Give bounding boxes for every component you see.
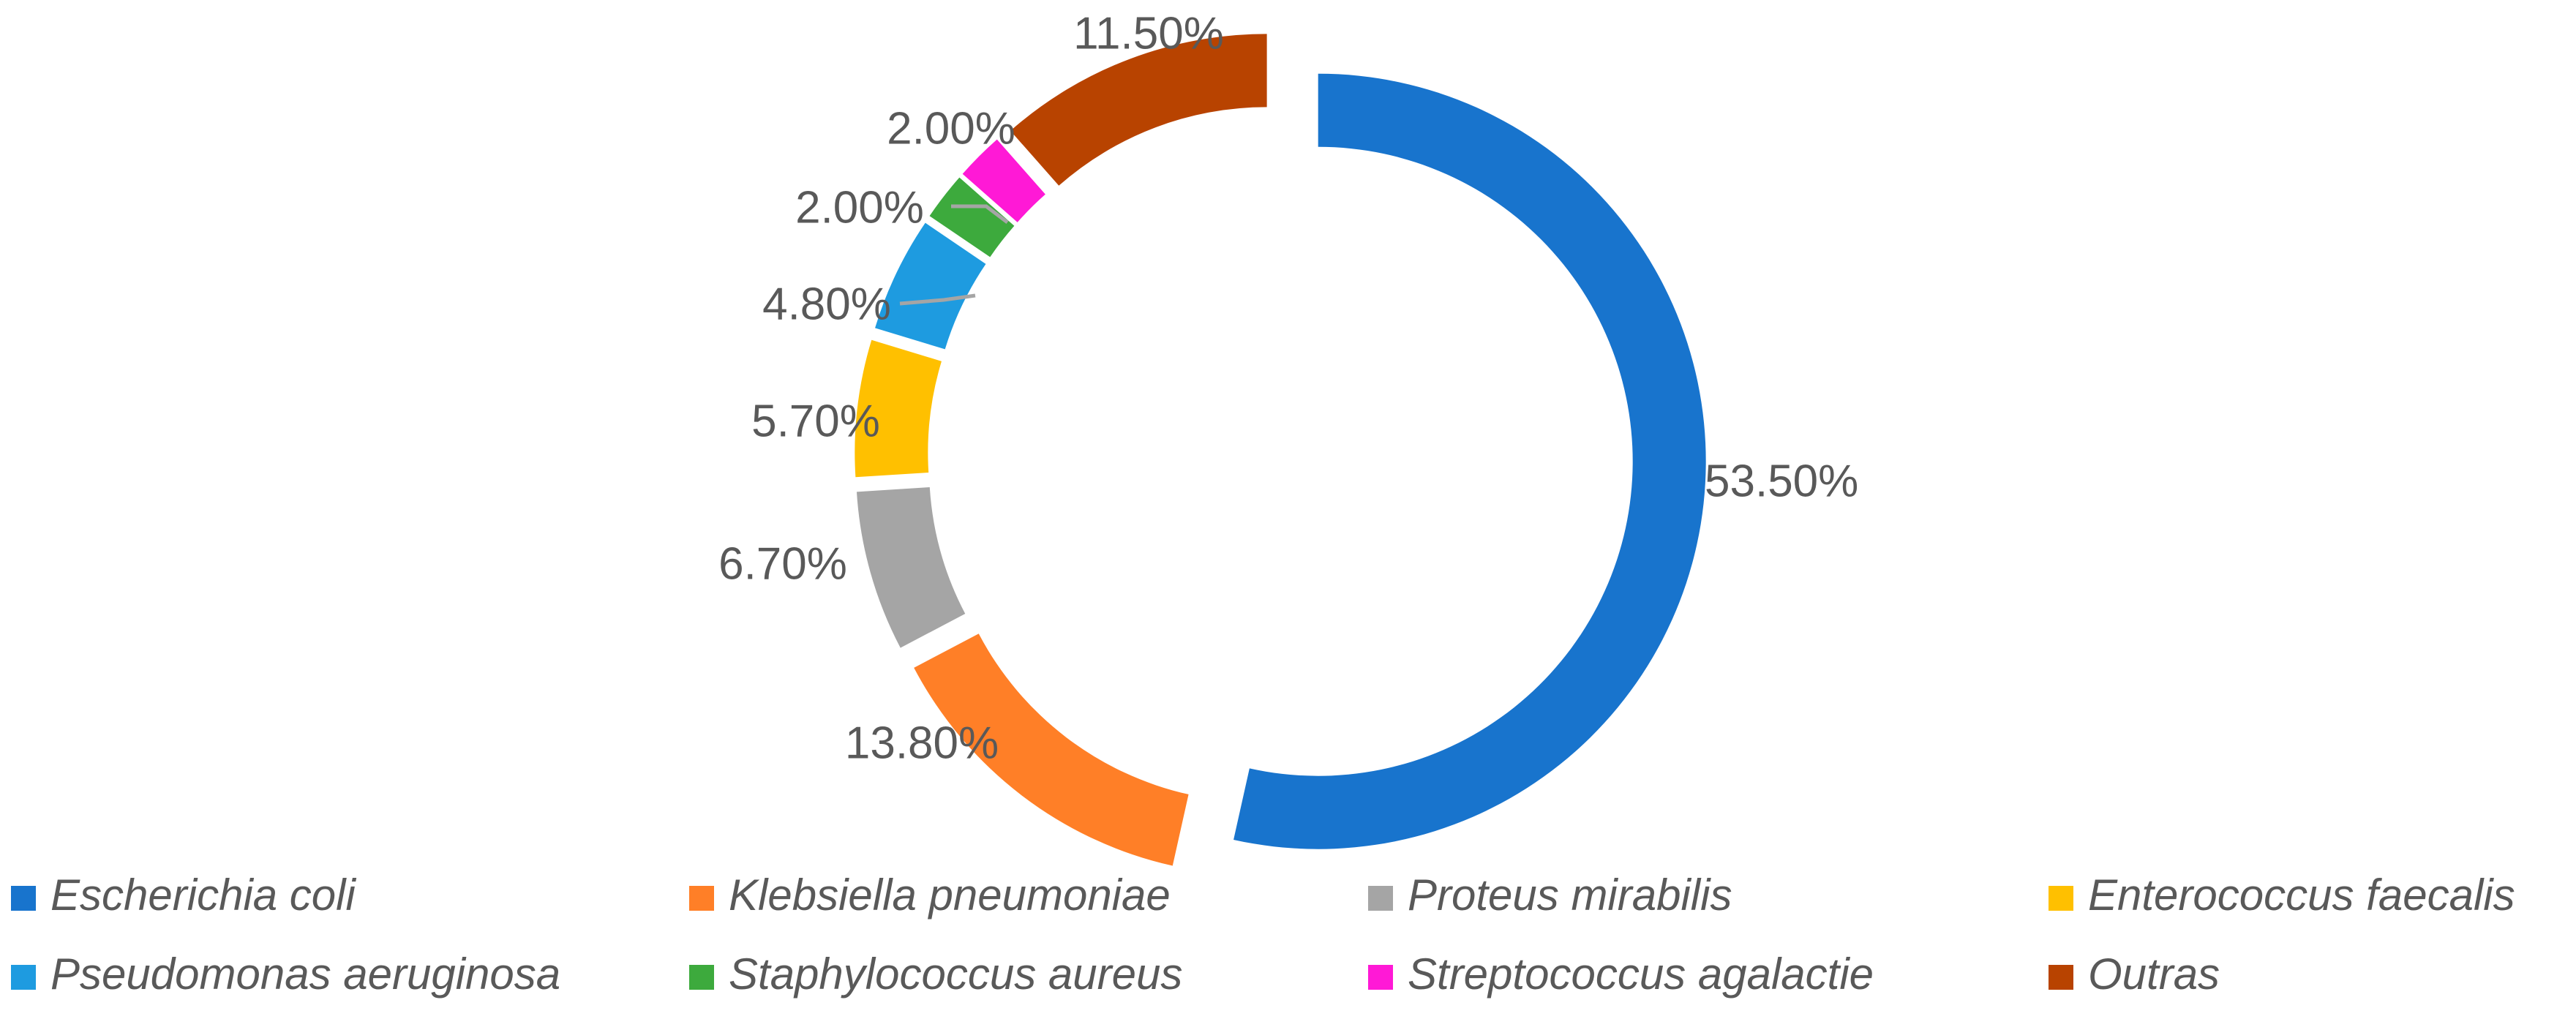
legend-label-klebsiella-pneumoniae: Klebsiella pneumoniae <box>729 871 1171 920</box>
slice-enterococcus-faecalis <box>855 339 942 478</box>
legend-item-staphylococcus-aureus: Staphylococcus aureus <box>689 950 1182 999</box>
data-label-pseudomonas-aeruginosa: 4.80% <box>762 279 891 329</box>
legend-swatch-staphylococcus-aureus <box>689 965 714 990</box>
data-labels-group: 53.50% 13.80% 6.70% 5.70% 4.80% 2.00% 2.00% 11.… <box>718 8 1858 768</box>
legend-label-staphylococcus-aureus: Staphylococcus aureus <box>729 950 1182 999</box>
slices-group <box>855 34 1706 866</box>
slice-escherichia-coli <box>1233 73 1706 849</box>
legend-label-escherichia-coli: Escherichia coli <box>50 871 357 920</box>
slice-outras <box>1010 34 1267 186</box>
data-label-streptococcus-agalactie: 2.00% <box>887 103 1015 154</box>
leader-lines-group <box>893 204 1009 564</box>
slice-streptococcus-agalactie <box>962 139 1045 222</box>
legend-item-pseudomonas-aeruginosa: Pseudomonas aeruginosa <box>11 950 560 999</box>
legend-label-pseudomonas-aeruginosa: Pseudomonas aeruginosa <box>50 950 560 999</box>
legend-swatch-klebsiella-pneumoniae <box>689 886 714 911</box>
legend-item-enterococcus-faecalis: Enterococcus faecalis <box>2049 871 2515 920</box>
leader-line-pseudomonas-aeruginosa <box>899 293 976 306</box>
legend-item-klebsiella-pneumoniae: Klebsiella pneumoniae <box>689 871 1171 920</box>
slice-klebsiella-pneumoniae <box>914 633 1189 866</box>
legend-swatch-streptococcus-agalactie <box>1368 965 1393 990</box>
legend-label-enterococcus-faecalis: Enterococcus faecalis <box>2088 871 2515 920</box>
legend-item-escherichia-coli: Escherichia coli <box>11 871 357 920</box>
data-label-staphylococcus-aureus: 2.00% <box>795 182 924 233</box>
data-label-escherichia-coli: 53.50% <box>1705 456 1858 506</box>
slice-pseudomonas-aeruginosa <box>875 222 986 350</box>
legend-swatch-escherichia-coli <box>11 886 36 911</box>
data-label-enterococcus-faecalis: 5.70% <box>751 396 880 446</box>
legend-item-streptococcus-agalactie: Streptococcus agalactie <box>1368 950 1874 999</box>
legend-swatch-enterococcus-faecalis <box>2049 886 2073 911</box>
data-label-proteus-mirabilis: 6.70% <box>718 538 847 589</box>
legend-item-outras: Outras <box>2049 950 2220 999</box>
slice-proteus-mirabilis <box>856 487 966 648</box>
leader-line-staphylococcus-aureus <box>951 204 1009 224</box>
legend-label-streptococcus-agalactie: Streptococcus agalactie <box>1408 950 1874 999</box>
slice-staphylococcus-aureus <box>929 177 1015 257</box>
data-label-outras: 11.50% <box>1073 8 1224 59</box>
legend-swatch-pseudomonas-aeruginosa <box>11 965 36 990</box>
legend-label-proteus-mirabilis: Proteus mirabilis <box>1408 871 1732 920</box>
legend-swatch-proteus-mirabilis <box>1368 886 1393 911</box>
data-label-klebsiella-pneumoniae: 13.80% <box>845 718 999 768</box>
legend-swatch-outras <box>2049 965 2073 990</box>
legend-label-outras: Outras <box>2088 950 2220 999</box>
legend-item-proteus-mirabilis: Proteus mirabilis <box>1368 871 1732 920</box>
legend: Escherichia coli Klebsiella pneumoniae Pro… <box>11 871 2515 999</box>
